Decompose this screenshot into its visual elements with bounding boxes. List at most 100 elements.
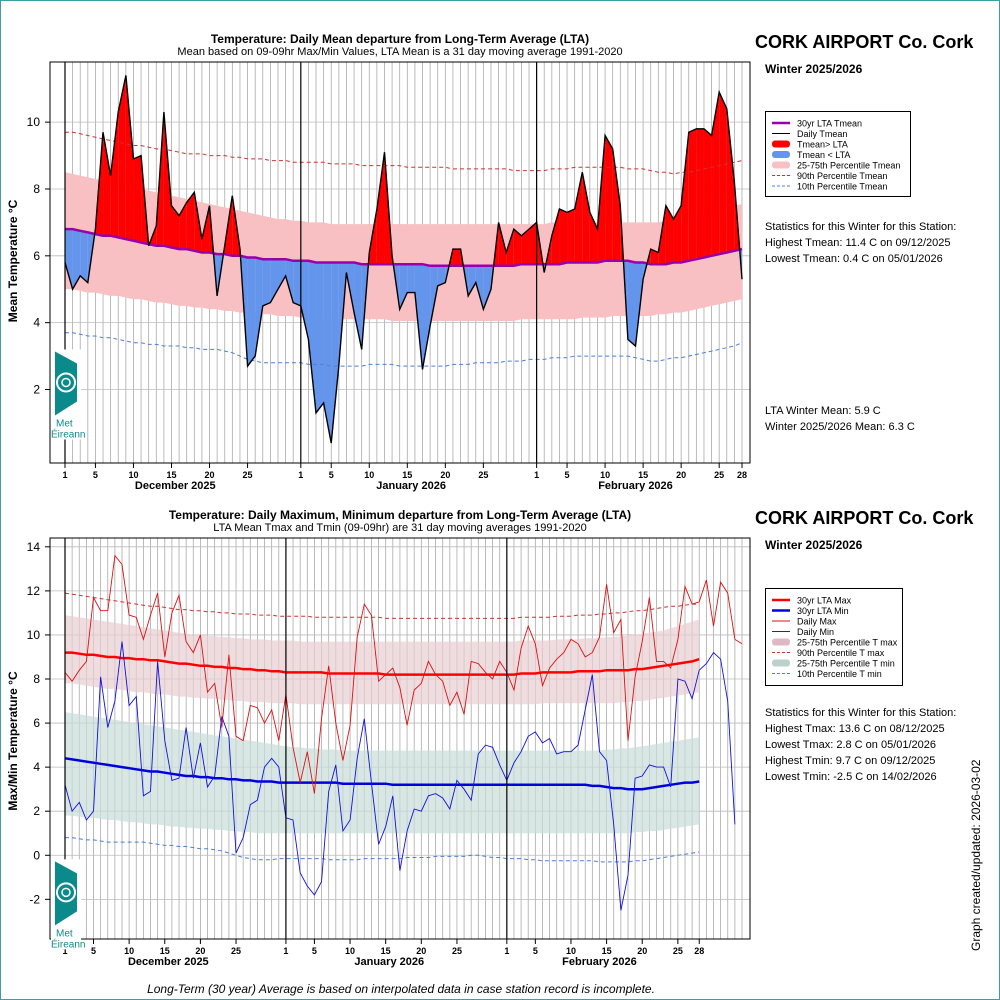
below-lta-fill (331, 262, 339, 443)
legend-label: Tmean> LTA (797, 140, 848, 150)
above-lta-fill (498, 222, 507, 266)
month-label: January 2026 (376, 480, 446, 492)
y-tick-label: 2 (33, 804, 40, 818)
legend-label: 90th Percentile Tmean (797, 171, 887, 181)
legend-label: 25-75th Percentile Tmean (797, 161, 900, 171)
y-tick-label: 4 (33, 316, 40, 330)
bottom-season-label: Winter 2025/2026 (765, 538, 863, 552)
legend-swatch (772, 659, 790, 667)
below-lta-fill (293, 260, 301, 306)
logo-swirl-outer (56, 372, 76, 393)
p10-tmin-line (65, 837, 700, 863)
x-tick-label: 15 (402, 470, 412, 480)
above-lta-fill (612, 148, 621, 261)
above-lta-fill (681, 132, 689, 263)
p10-tmean-line (65, 332, 743, 367)
x-tick-label: 20 (637, 946, 647, 956)
x-tick-label: 25 (231, 946, 241, 956)
x-tick-label: 25 (714, 470, 724, 480)
legend-swatch (772, 140, 790, 148)
top-chart-title: Temperature: Daily Mean departure from L… (211, 32, 589, 46)
above-lta-fill (589, 212, 598, 263)
below-lta-fill (308, 260, 317, 413)
below-lta-fill (65, 229, 73, 290)
below-lta-fill (437, 265, 446, 286)
daily-min-line (64, 641, 736, 911)
y-tick-label: 8 (33, 672, 40, 686)
above-lta-fill (513, 229, 522, 266)
logo-text-eireann: Éireann (51, 427, 85, 440)
x-tick-label: 28 (737, 470, 747, 480)
x-tick-label: 1 (62, 946, 67, 956)
y-tick-label: 10 (27, 628, 41, 642)
x-tick-label: 10 (600, 470, 610, 480)
below-lta-fill (414, 264, 423, 370)
x-tick-label: 25 (673, 946, 683, 956)
above-lta-fill (551, 209, 560, 265)
winter-mean: Winter 2025/2026 Mean: 6.3 C (765, 421, 915, 433)
x-tick-label: 15 (602, 946, 612, 956)
y-tick-label: 6 (33, 716, 40, 730)
bottom-chart-subtitle: LTA Mean Tmax and Tmin (09-09hr) are 31 … (213, 522, 586, 534)
logo-text-eireann: Éireann (51, 937, 85, 950)
above-lta-fill (529, 222, 537, 265)
below-lta-fill (430, 265, 438, 326)
y-tick-label: 2 (33, 382, 40, 396)
logo-shield-shape (55, 861, 77, 926)
above-lta-fill (133, 155, 142, 243)
logo-text-met: Met (56, 418, 73, 429)
above-lta-fill (559, 209, 568, 265)
above-lta-fill (688, 128, 697, 261)
logo-swirl-inner (61, 887, 71, 898)
lta-max-line (65, 651, 700, 676)
above-lta-fill (110, 112, 119, 238)
x-tick-label: 20 (416, 946, 426, 956)
x-tick-label: 1 (504, 946, 509, 956)
x-tick-label: 10 (124, 946, 134, 956)
above-lta-fill (726, 108, 735, 253)
legend-label: Daily Tmean (797, 129, 847, 139)
legend-label: 25-75th Percentile T min (797, 659, 895, 669)
top-y-axis-label: Mean Temperature °C (6, 199, 20, 322)
below-lta-fill (262, 259, 271, 306)
below-lta-fill (72, 229, 81, 290)
y-tick-label: 6 (33, 249, 40, 263)
logo-swirl-inner (61, 377, 71, 388)
top-stat-line: Highest Tmean: 11.4 C on 09/12/2025 (765, 237, 951, 249)
logo-swirl-outer (56, 882, 76, 903)
bottom-stat-line: Lowest Tmax: 2.8 C on 05/01/2026 (765, 739, 937, 751)
y-tick-label: 12 (27, 584, 41, 598)
plot-frame (49, 537, 751, 940)
below-lta-fill (300, 260, 309, 340)
below-lta-fill (483, 265, 491, 310)
x-tick-label: 15 (381, 946, 391, 956)
above-lta-fill (582, 172, 590, 263)
above-lta-fill (186, 192, 195, 251)
below-lta-fill (316, 262, 324, 413)
x-tick-label: 10 (364, 470, 374, 480)
p90-tmax-line (64, 592, 700, 619)
x-tick-label: 10 (566, 946, 576, 956)
below-lta-fill (399, 264, 408, 310)
legend-swatch (772, 638, 790, 646)
top-season-label: Winter 2025/2026 (765, 62, 863, 76)
legend-swatch (772, 161, 790, 169)
above-lta-fill (506, 229, 514, 266)
below-lta-fill (247, 257, 256, 367)
legend-label: 30yr LTA Tmean (797, 119, 862, 129)
month-label: February 2026 (562, 956, 637, 968)
month-label: December 2025 (135, 480, 216, 492)
top-stats: Statistics for this Winter for this Stat… (765, 219, 956, 267)
above-lta-fill (118, 75, 126, 240)
below-lta-fill (407, 264, 415, 293)
mean-temperature-chart: Temperature: Daily Mean departure from L… (6, 32, 751, 492)
x-tick-label: 5 (565, 470, 570, 480)
lta-winter-mean: LTA Winter Mean: 5.9 C (765, 405, 881, 417)
legend-swatch (772, 151, 790, 158)
bottom-stat-line: Lowest Tmin: -2.5 C on 14/02/2026 (765, 771, 937, 783)
above-lta-fill (719, 92, 727, 255)
x-tick-label: 25 (452, 946, 462, 956)
legend-label: Daily Min (797, 627, 834, 637)
x-tick-label: 1 (298, 470, 303, 480)
above-lta-fill (650, 249, 659, 265)
